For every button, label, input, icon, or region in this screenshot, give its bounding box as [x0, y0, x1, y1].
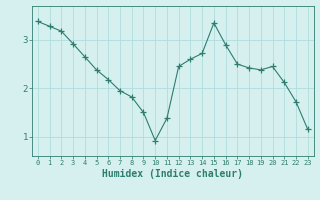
- X-axis label: Humidex (Indice chaleur): Humidex (Indice chaleur): [102, 169, 243, 179]
